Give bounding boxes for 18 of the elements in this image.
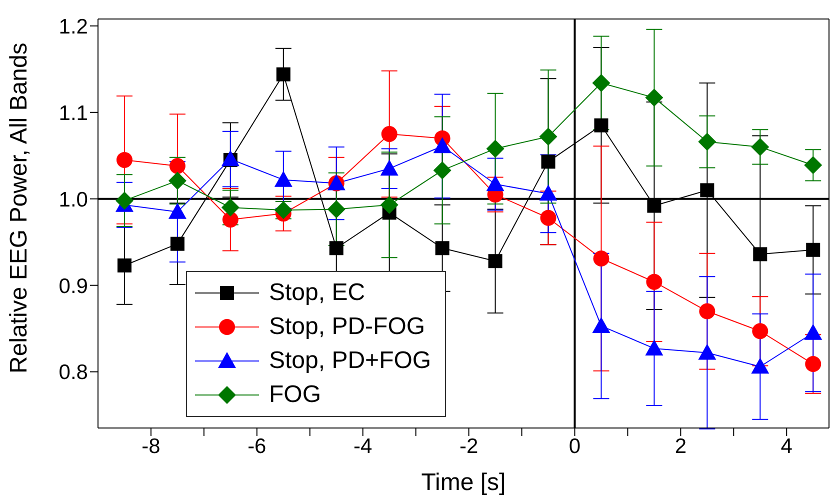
x-tick-label: 0 [568,434,581,458]
x-tick-label: -2 [459,434,478,458]
legend-label: FOG [269,381,321,409]
y-tick-label: 1.2 [58,15,88,38]
x-tick-label: -6 [248,434,266,458]
y-tick-label: 0.8 [58,361,88,384]
x-tick-label: 2 [674,434,687,458]
y-tick-label: 1.0 [58,188,88,212]
x-tick-label: -8 [142,434,160,458]
x-axis-title: Time [s] [421,469,506,496]
y-axis-title: Relative EEG Power, All Bands [6,42,33,374]
legend-label: Stop, PD+FOG [269,347,432,375]
y-tick-label: 0.9 [58,274,88,298]
x-tick-label: 4 [780,434,793,458]
legend-label: Stop, PD-FOG [269,313,426,341]
legend-label: Stop, EC [269,279,366,307]
y-tick-label: 1.1 [58,102,88,125]
x-tick-label: -4 [354,434,373,458]
